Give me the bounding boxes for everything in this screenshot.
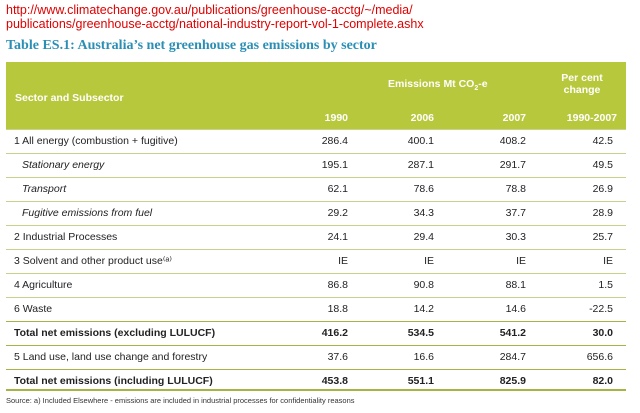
table-row: 5 Land use, land use change and forestry… (6, 345, 626, 368)
cell-1990: 37.6 (327, 351, 348, 363)
row-label: 6 Waste (14, 303, 53, 315)
cell-2006: 551.1 (407, 375, 434, 387)
cell-2006: 29.4 (413, 231, 434, 243)
cell-2007: 88.1 (505, 279, 526, 291)
cell-2007: IE (516, 255, 526, 267)
cell-pct-change: 49.5 (592, 159, 613, 171)
cell-1990: 286.4 (321, 135, 348, 147)
row-label: 1 All energy (combustion + fugitive) (14, 135, 178, 147)
header-percent-change: Per cent change (547, 72, 617, 96)
table-row: 1 All energy (combustion + fugitive) 286… (6, 129, 626, 152)
cell-1990: IE (338, 255, 348, 267)
cell-1990: 195.1 (321, 159, 348, 171)
url-line-1[interactable]: http://www.climatechange.gov.au/publicat… (6, 3, 413, 17)
cell-pct-change: 28.9 (592, 207, 613, 219)
row-label: Transport (22, 183, 67, 195)
cell-2007: 291.7 (499, 159, 526, 171)
cell-pct-change: 30.0 (592, 327, 613, 339)
cell-1990: 416.2 (321, 327, 348, 339)
row-label: 3 Solvent and other product use⁽ᵃ⁾ (14, 255, 172, 267)
cell-pct-change: IE (603, 255, 613, 267)
cell-2007: 78.8 (505, 183, 526, 195)
cell-2007: 284.7 (499, 351, 526, 363)
cell-1990: 18.8 (327, 303, 348, 315)
cell-pct-change: 26.9 (592, 183, 613, 195)
table-row: 2 Industrial Processes 24.1 29.4 30.3 25… (6, 225, 626, 248)
cell-pct-change: -22.5 (589, 303, 613, 315)
table-row: Fugitive emissions from fuel 29.2 34.3 3… (6, 201, 626, 224)
cell-pct-change: 42.5 (592, 135, 613, 147)
cell-2007: 408.2 (499, 135, 526, 147)
row-label: Stationary energy (22, 159, 105, 171)
table-row: 3 Solvent and other product use⁽ᵃ⁾ IE IE… (6, 249, 626, 272)
header-pct-line2: change (563, 84, 601, 96)
header-pct-line1: Per cent (561, 72, 603, 84)
header-emissions-main: Emissions Mt CO (388, 78, 475, 90)
cell-2007: 14.6 (505, 303, 526, 315)
table-title: Table ES.1: Australia’s net greenhouse g… (6, 38, 377, 53)
header-year-range: 1990-2007 (566, 112, 617, 124)
cell-2007: 37.7 (505, 207, 526, 219)
cell-2006: 78.6 (413, 183, 434, 195)
cell-1990: 29.2 (327, 207, 348, 219)
cell-2006: 34.3 (413, 207, 434, 219)
header-emissions-tail: -e (478, 78, 488, 90)
row-label: Total net emissions (including LULUCF) (14, 375, 213, 387)
table-row: Transport 62.1 78.6 78.8 26.9 (6, 177, 626, 200)
cell-1990: 62.1 (327, 183, 348, 195)
source-note: Source: a) Included Elsewhere - emission… (6, 396, 355, 405)
table-row-total-excluding: Total net emissions (excluding LULUCF) 4… (6, 321, 626, 344)
row-label: 2 Industrial Processes (14, 231, 118, 243)
cell-2006: 16.6 (413, 351, 434, 363)
cell-pct-change: 25.7 (592, 231, 613, 243)
header-emissions: Emissions Mt CO2-e (388, 78, 488, 92)
url-line-2[interactable]: publications/greenhouse-acctg/national-i… (6, 17, 424, 31)
header-year-2006: 2006 (410, 112, 434, 124)
table-bottom-rule (6, 389, 626, 391)
cell-pct-change: 1.5 (598, 279, 613, 291)
table-row: 6 Waste 18.8 14.2 14.6 -22.5 (6, 297, 626, 320)
row-label: Total net emissions (excluding LULUCF) (14, 327, 216, 339)
table-row: Stationary energy 195.1 287.1 291.7 49.5 (6, 153, 626, 176)
cell-2006: IE (424, 255, 434, 267)
row-label: Fugitive emissions from fuel (22, 207, 153, 219)
header-emissions-sub: 2 (474, 85, 479, 93)
header-year-2007: 2007 (502, 112, 526, 124)
table-header: Sector and Subsector Emissions Mt CO2-e … (6, 62, 626, 129)
emissions-table: Sector and Subsector Emissions Mt CO2-e … (6, 62, 626, 412)
cell-2007: 825.9 (499, 375, 526, 387)
header-sector: Sector and Subsector (15, 92, 124, 104)
cell-2006: 400.1 (407, 135, 434, 147)
cell-2007: 541.2 (499, 327, 526, 339)
table-row: 4 Agriculture 86.8 90.8 88.1 1.5 (6, 273, 626, 296)
cell-pct-change: 82.0 (592, 375, 613, 387)
cell-2006: 287.1 (407, 159, 434, 171)
row-label: 5 Land use, land use change and forestry (14, 351, 208, 363)
cell-2006: 534.5 (407, 327, 434, 339)
cell-1990: 24.1 (327, 231, 348, 243)
cell-2006: 90.8 (413, 279, 434, 291)
cell-2007: 30.3 (505, 231, 526, 243)
cell-1990: 453.8 (321, 375, 348, 387)
source-url[interactable]: http://www.climatechange.gov.au/publicat… (6, 3, 424, 31)
cell-1990: 86.8 (327, 279, 348, 291)
table-row-total-including: Total net emissions (including LULUCF) 4… (6, 369, 626, 392)
header-year-1990: 1990 (324, 112, 348, 124)
cell-pct-change: 656.6 (586, 351, 613, 363)
cell-2006: 14.2 (413, 303, 434, 315)
row-label: 4 Agriculture (14, 279, 73, 291)
